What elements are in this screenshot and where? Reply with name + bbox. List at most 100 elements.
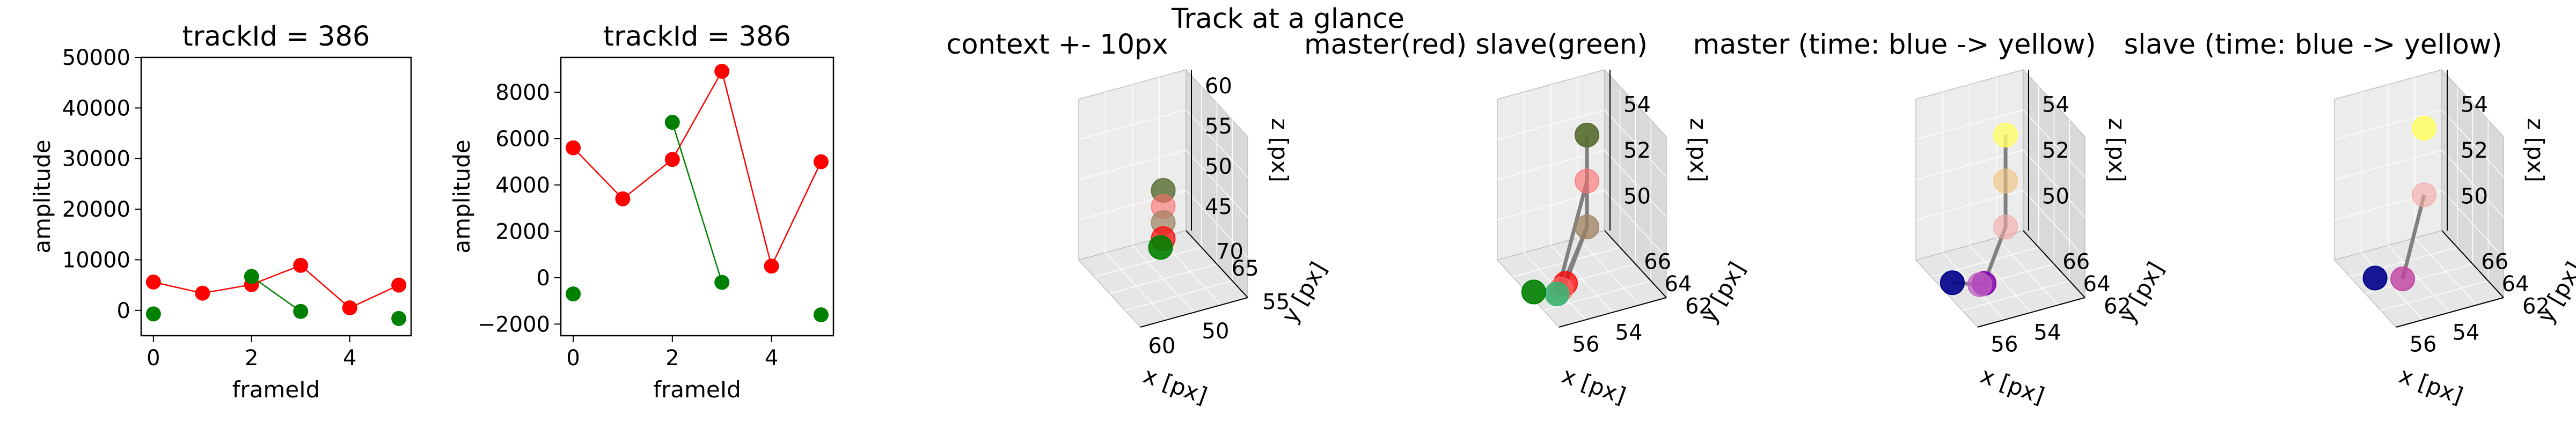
z-tick-label: 52: [1623, 138, 1651, 163]
data-point: [2362, 265, 2388, 291]
data-point: [813, 307, 829, 323]
z-axis-label: z [px]: [1685, 118, 1711, 182]
y-tick-label: 30000: [62, 147, 130, 172]
y-tick-label: 55: [1262, 290, 1290, 314]
x-tick-label: 2: [665, 346, 679, 371]
z-tick-label: 52: [2461, 138, 2488, 163]
y-tick-label: 70: [1216, 240, 1243, 264]
grid-line: [1604, 150, 1667, 218]
x-tick-label: 54: [2453, 321, 2480, 345]
series-line: [573, 69, 822, 268]
data-point: [1575, 168, 1600, 194]
data-point: [145, 274, 161, 290]
data-point: [195, 285, 210, 301]
grid-line: [2023, 150, 2085, 218]
axes-frame: [140, 56, 412, 337]
data-point: [2412, 182, 2437, 208]
grid-line: [1185, 150, 1248, 218]
x-tick-label: 4: [343, 346, 356, 371]
grid-line: [2381, 280, 2489, 311]
y-tick-label: 40000: [62, 96, 130, 121]
z-tick-label: 50: [1623, 184, 1651, 209]
y-tick-label: 62: [2104, 294, 2131, 319]
y-axis-label: amplitude: [449, 139, 475, 253]
x-tick-label: 56: [2410, 332, 2437, 357]
grid-line: [1185, 109, 1248, 177]
y-axis-label: y [px]: [1695, 257, 1751, 328]
data-point: [391, 277, 407, 293]
y-tick-label: −2000: [478, 312, 550, 337]
data-point: [714, 63, 730, 79]
x-tick-label: 60: [1148, 334, 1176, 358]
data-point: [1148, 235, 1173, 260]
data-point: [714, 275, 730, 290]
grid-line: [2334, 109, 2442, 140]
grid-line: [1078, 150, 1187, 180]
data-point: [1993, 122, 2018, 147]
data-point: [145, 306, 161, 322]
series-line: [671, 122, 723, 283]
data-point: [764, 258, 779, 274]
data-point: [2390, 266, 2416, 291]
z-tick-label: 54: [2042, 92, 2069, 117]
figure-suptitle: Track at a glance: [1171, 3, 1404, 35]
y-axis-line: [2441, 230, 2504, 298]
data-point: [566, 140, 581, 156]
plot-title: context +- 10px: [946, 29, 1168, 61]
y-axis-label: y [px]: [2113, 257, 2169, 328]
x-tick-label: 54: [1615, 321, 1643, 345]
x-axis-label: frameId: [653, 376, 741, 403]
z-tick-label: 60: [1205, 74, 1232, 99]
data-point: [1545, 282, 1570, 307]
z-tick-label: 50: [1205, 154, 1232, 179]
grid-line: [1497, 109, 1605, 140]
panel-amplitude-1: trackId = 386 frameId amplitude 0 2 4 0 10000 20…: [29, 21, 412, 403]
x-tick-label: 54: [2034, 321, 2061, 345]
x-axis-label: x [px]: [1558, 362, 1629, 409]
z-tick-label: 45: [1205, 195, 1232, 219]
data-point: [1575, 214, 1600, 240]
z-tick-label: 50: [2461, 184, 2488, 209]
x-tick-label: 2: [245, 346, 258, 371]
plot-title: slave (time: blue -> yellow): [2124, 29, 2502, 61]
z-tick-label: 55: [1205, 114, 1232, 139]
z-tick-label: 52: [2042, 138, 2069, 163]
y-axis-line: [1604, 230, 1667, 298]
panel-amplitude-2: trackId = 386 frameId amplitude 0 2 4 −2000 0 20…: [449, 21, 835, 403]
z-axis-label: z [px]: [2522, 118, 2549, 182]
x-tick-label: 56: [1991, 332, 2018, 357]
grid-line: [1946, 263, 2054, 294]
data-point: [1993, 214, 2018, 240]
series-line: [153, 264, 399, 309]
grid-line: [2334, 150, 2442, 180]
y-tick-label: 66: [2062, 249, 2090, 274]
series-line: [251, 276, 301, 312]
x-tick-label: 56: [1572, 332, 1600, 357]
data-point: [1993, 168, 2018, 194]
y-axis-label: y [px]: [2532, 257, 2576, 328]
grid-line: [1604, 109, 1667, 177]
grid-line: [1962, 280, 2070, 311]
data-point: [1940, 270, 1965, 295]
x-axis-label: x [px]: [1140, 362, 1211, 409]
grid-line: [2023, 109, 2085, 177]
data-point: [244, 269, 259, 284]
data-point: [615, 191, 631, 206]
data-point: [566, 286, 581, 302]
plot-title: trackId = 386: [603, 21, 791, 53]
z-tick-label: 54: [1623, 92, 1651, 117]
y-tick-label: 2000: [495, 219, 550, 244]
z-axis-label: z [px]: [1267, 118, 1293, 182]
y-tick-label: 0: [117, 299, 130, 323]
x-axis-label: x [px]: [1977, 362, 2048, 409]
y-tick-label: 6000: [495, 127, 550, 151]
grid-line: [1125, 280, 1233, 311]
y-tick-label: 8000: [495, 80, 550, 105]
y-tick-label: 20000: [62, 197, 130, 222]
y-axis-line: [2023, 230, 2085, 298]
z-tick-label: 50: [2042, 184, 2069, 209]
